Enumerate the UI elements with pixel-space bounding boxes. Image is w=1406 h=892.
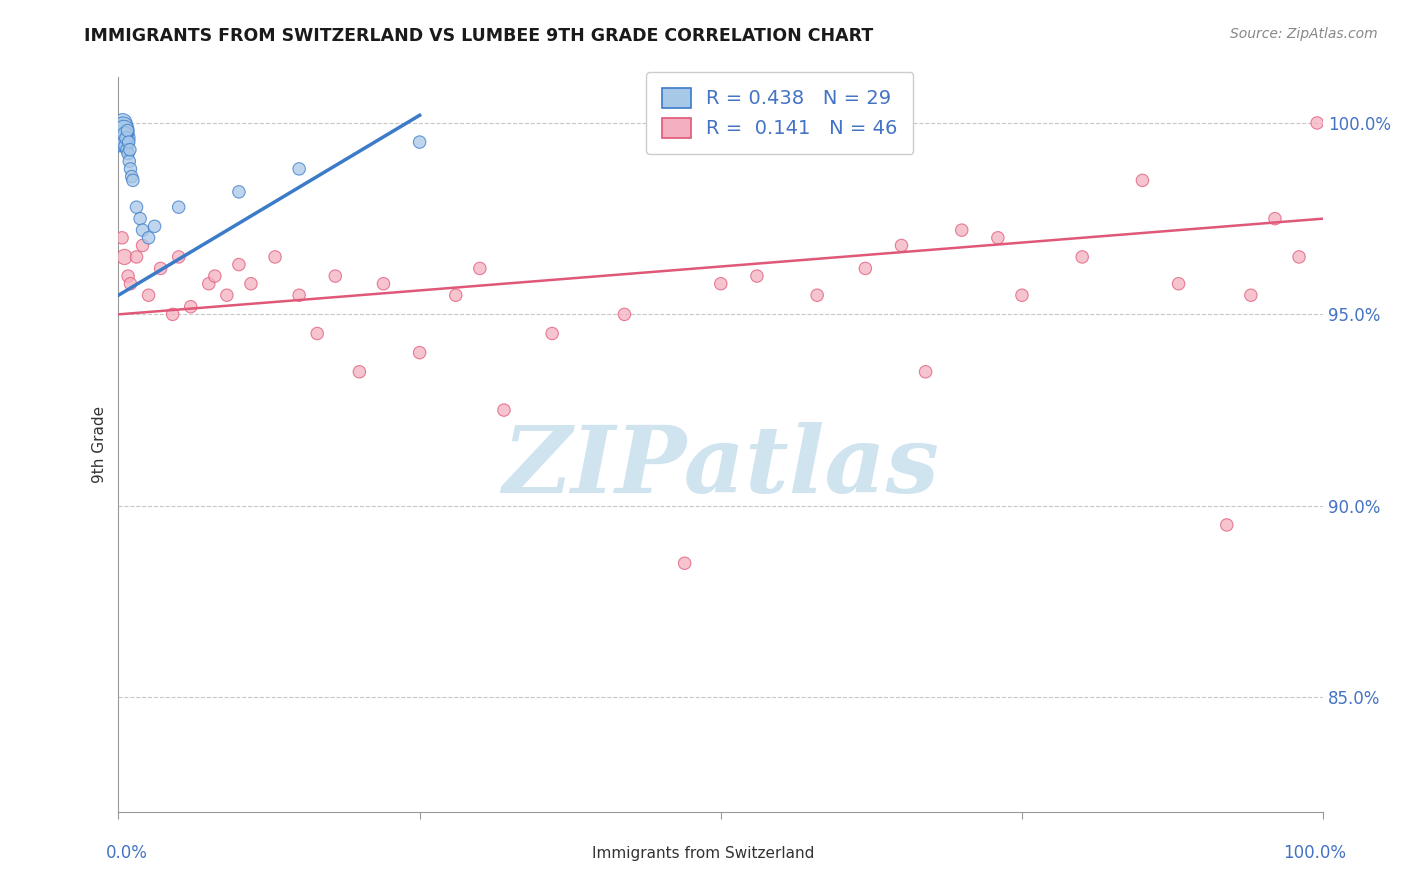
Point <box>117 123 139 137</box>
Point <box>114 250 136 264</box>
Point <box>125 250 148 264</box>
Point <box>323 269 346 284</box>
Y-axis label: 9th Grade: 9th Grade <box>93 406 107 483</box>
Point <box>673 556 696 570</box>
Point <box>110 123 132 137</box>
Point <box>710 277 733 291</box>
Point <box>112 120 135 134</box>
Text: Immigrants from Switzerland: Immigrants from Switzerland <box>592 847 814 861</box>
Point <box>121 169 143 184</box>
Point <box>118 143 141 157</box>
Text: IMMIGRANTS FROM SWITZERLAND VS LUMBEE 9TH GRADE CORRELATION CHART: IMMIGRANTS FROM SWITZERLAND VS LUMBEE 9T… <box>84 27 873 45</box>
Point <box>950 223 973 237</box>
Point <box>349 365 371 379</box>
Point <box>110 135 132 149</box>
Point <box>914 365 936 379</box>
Point <box>1011 288 1033 302</box>
Point <box>131 223 153 237</box>
Point <box>1216 517 1239 532</box>
Point <box>492 403 515 417</box>
Point <box>131 238 153 252</box>
Text: ZIPatlas: ZIPatlas <box>502 422 939 512</box>
Point <box>114 135 136 149</box>
Point <box>215 288 238 302</box>
Point <box>1306 116 1329 130</box>
Point <box>987 231 1010 245</box>
Point <box>122 173 145 187</box>
Point <box>288 288 311 302</box>
Point <box>1132 173 1154 187</box>
Point <box>120 161 142 176</box>
Point <box>890 238 912 252</box>
Point <box>125 200 148 214</box>
Point <box>228 185 250 199</box>
Point <box>806 288 828 302</box>
Point <box>1167 277 1189 291</box>
Point <box>541 326 564 341</box>
Point <box>111 231 134 245</box>
Point <box>1240 288 1263 302</box>
Point <box>745 269 768 284</box>
Point <box>204 269 226 284</box>
Point <box>114 139 136 153</box>
Point <box>114 128 136 142</box>
Point <box>149 261 172 276</box>
Point <box>408 345 430 359</box>
Point <box>1264 211 1286 226</box>
Point <box>138 288 160 302</box>
Text: Source: ZipAtlas.com: Source: ZipAtlas.com <box>1230 27 1378 41</box>
Point <box>112 123 135 137</box>
Point <box>239 277 262 291</box>
Point <box>613 307 636 321</box>
Point <box>198 277 221 291</box>
Legend: R = 0.438   N = 29, R =  0.141   N = 46: R = 0.438 N = 29, R = 0.141 N = 46 <box>647 72 914 154</box>
Point <box>288 161 311 176</box>
Point <box>228 258 250 272</box>
Point <box>118 154 141 169</box>
Point <box>143 219 166 234</box>
Text: 0.0%: 0.0% <box>105 844 148 862</box>
Point <box>167 200 190 214</box>
Point <box>115 143 138 157</box>
Point <box>111 116 134 130</box>
Point <box>444 288 467 302</box>
Point <box>307 326 329 341</box>
Point <box>180 300 202 314</box>
Point <box>853 261 876 276</box>
Point <box>373 277 395 291</box>
Point <box>162 307 184 321</box>
Point <box>408 135 430 149</box>
Point <box>1288 250 1310 264</box>
Point <box>120 277 142 291</box>
Point <box>129 211 152 226</box>
Point <box>117 269 139 284</box>
Point <box>111 131 134 145</box>
Point <box>167 250 190 264</box>
Point <box>138 231 160 245</box>
Text: 100.0%: 100.0% <box>1284 844 1346 862</box>
Point <box>264 250 287 264</box>
Point <box>110 128 132 142</box>
Point <box>1071 250 1094 264</box>
Point <box>468 261 491 276</box>
Point <box>118 135 141 149</box>
Point <box>117 146 139 161</box>
Point <box>115 131 138 145</box>
